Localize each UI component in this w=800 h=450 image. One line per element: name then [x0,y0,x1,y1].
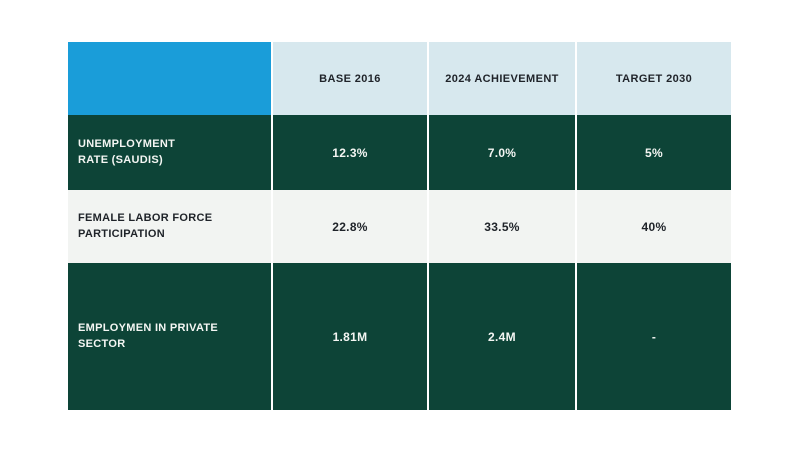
cell-female-labor-2024-achievement: 33.5% [428,190,577,263]
cell-female-labor-target-2030: 40% [576,190,731,263]
table-row-unemployment-rate: UNEMPLOYMENT RATE (SAUDIS) 12.3% 7.0% 5% [68,115,731,190]
cell-private-sector-base-2016: 1.81M [272,263,429,410]
cell-unemployment-target-2030: 5% [576,115,731,190]
table-row-private-sector-employment: EMPLOYMEN IN PRIVATE SECTOR 1.81M 2.4M - [68,263,731,410]
kpi-table: BASE 2016 2024 ACHIEVEMENT TARGET 2030 U… [68,42,731,410]
cell-unemployment-base-2016: 12.3% [272,115,429,190]
row-label-unemployment-rate: UNEMPLOYMENT RATE (SAUDIS) [68,115,273,190]
cell-private-sector-2024-achievement: 2.4M [428,263,577,410]
cell-female-labor-base-2016: 22.8% [272,190,429,263]
table-row-female-labor-force: FEMALE LABOR FORCE PARTICIPATION 22.8% 3… [68,190,731,263]
column-header-2024-achievement: 2024 ACHIEVEMENT [428,42,577,115]
corner-cell [68,42,273,115]
column-header-base-2016: BASE 2016 [272,42,429,115]
table-header-row: BASE 2016 2024 ACHIEVEMENT TARGET 2030 [68,42,731,115]
column-header-target-2030: TARGET 2030 [576,42,731,115]
row-label-female-labor-force: FEMALE LABOR FORCE PARTICIPATION [68,190,273,263]
cell-private-sector-target-2030: - [576,263,731,410]
cell-unemployment-2024-achievement: 7.0% [428,115,577,190]
row-label-private-sector-employment: EMPLOYMEN IN PRIVATE SECTOR [68,263,273,410]
